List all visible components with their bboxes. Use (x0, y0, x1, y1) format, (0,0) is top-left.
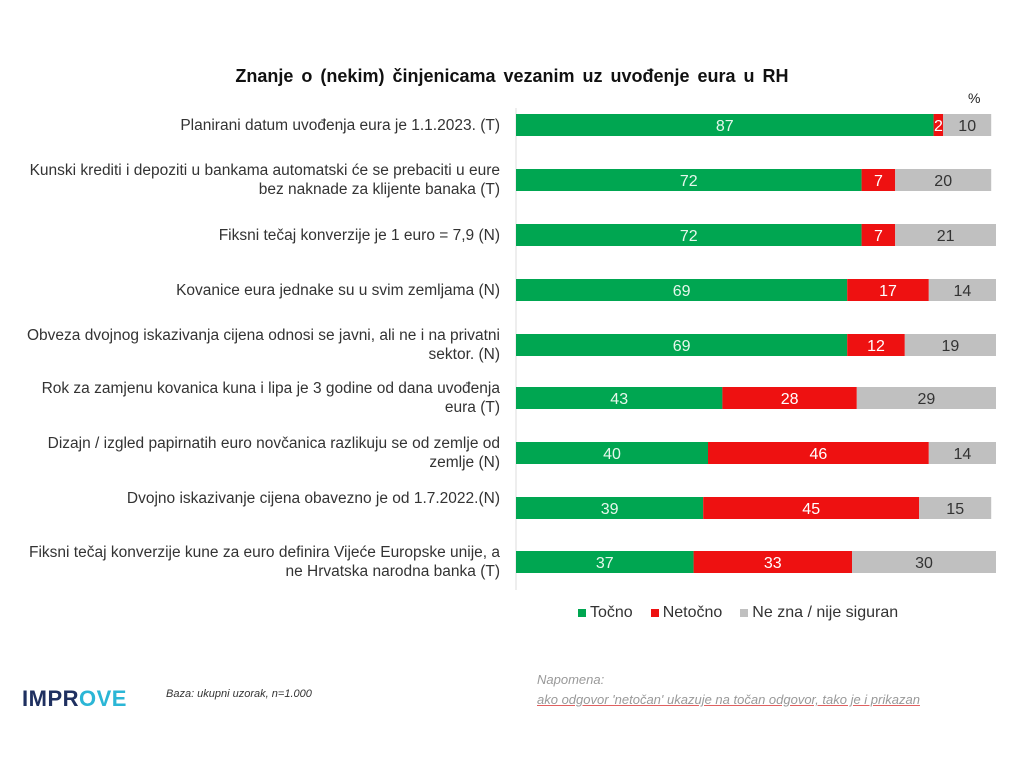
bar-segment (708, 442, 929, 464)
bar-segment (722, 387, 857, 409)
chart-title: Znanje o (nekim) činjenicama vezanim uz … (235, 66, 789, 86)
category-label: Obveza dvojnog iskazivanja cijena odnosi… (26, 327, 500, 363)
data-label: 14 (954, 283, 972, 300)
bar-segment (703, 497, 920, 519)
bar-segment (693, 551, 852, 573)
bar-segment (904, 334, 996, 356)
category-label: Fiksni tečaj konverzije je 1 euro = 7,9 … (218, 226, 500, 244)
data-label: 69 (673, 338, 691, 355)
bar-segment (516, 497, 704, 519)
legend-swatch (740, 609, 749, 617)
data-label: 33 (764, 555, 782, 572)
bar-segment (516, 551, 694, 573)
legend-label: Točno (590, 604, 633, 621)
data-label: 43 (610, 391, 628, 408)
legend-item: Točno (578, 604, 633, 622)
legend: Točno Netočno Ne zna / nije siguran (578, 604, 898, 622)
legend-item: Netočno (650, 604, 723, 622)
data-label: 72 (680, 228, 698, 245)
data-label: 69 (673, 283, 691, 300)
data-label: 17 (879, 283, 897, 300)
data-label: 72 (680, 173, 698, 190)
bar-segment (847, 334, 905, 356)
bar-segment (861, 169, 896, 191)
bar-segment (895, 224, 996, 246)
bar-segment (943, 114, 992, 136)
unit-label: % (968, 90, 981, 106)
bar-segment (861, 224, 896, 246)
bar-segment (928, 442, 996, 464)
data-label: 7 (874, 228, 883, 245)
data-label: 40 (603, 446, 621, 463)
bar-segment (919, 497, 992, 519)
data-label: 30 (915, 555, 933, 572)
bar-segment (928, 279, 996, 301)
bar-segment (933, 114, 944, 136)
data-label: 21 (937, 228, 955, 245)
bar-segment (856, 387, 996, 409)
legend-label: Ne zna / nije siguran (752, 604, 899, 621)
improve-logo: IMPROVE (22, 686, 127, 711)
category-label: Kovanice eura jednake su u svim zemljama… (176, 281, 500, 299)
bar-segment (516, 387, 723, 409)
data-label: 37 (596, 555, 614, 572)
category-label: Kunski krediti i depoziti u bankama auto… (29, 162, 500, 198)
data-label: 20 (934, 173, 952, 190)
data-label: 87 (716, 118, 734, 135)
data-label: 28 (781, 391, 799, 408)
footnote: Napomena: ako odgovor 'netočan' ukazuje … (537, 670, 920, 710)
bar-segment (516, 114, 934, 136)
data-label: 39 (601, 501, 619, 518)
category-label: Dizajn / izgled papirnatih euro novčanic… (47, 435, 500, 471)
data-label: 19 (942, 338, 960, 355)
note-title: Napomena: (537, 672, 605, 687)
data-label: 2 (934, 118, 943, 135)
bar-segment (516, 279, 848, 301)
data-label: 15 (946, 501, 964, 518)
bar-segment (516, 224, 862, 246)
data-label: 7 (874, 173, 883, 190)
base-note: Baza: ukupni uzorak, n=1.000 (166, 688, 312, 700)
note-text: ako odgovor 'netočan' ukazuje na točan o… (537, 692, 920, 707)
legend-swatch (650, 609, 659, 617)
category-label: Rok za zamjenu kovanica kuna i lipa je 3… (41, 380, 500, 416)
data-label: 10 (958, 118, 976, 135)
data-label: 29 (918, 391, 936, 408)
data-label: 46 (810, 446, 828, 463)
category-label: Dvojno iskazivanje cijena obavezno je od… (126, 490, 500, 507)
category-label: Fiksni tečaj konverzije kune za euro def… (29, 544, 500, 580)
data-label: 12 (867, 338, 885, 355)
category-label: Planirani datum uvođenja eura je 1.1.202… (180, 116, 500, 134)
legend-label: Netočno (662, 604, 723, 621)
bar-segment (847, 279, 929, 301)
bar-segment (516, 169, 862, 191)
bar-segment (516, 334, 848, 356)
bar-segment (895, 169, 992, 191)
data-label: 45 (802, 501, 820, 518)
legend-item: Ne zna / nije siguran (740, 604, 898, 622)
legend-swatch (578, 609, 586, 617)
bar-segment (852, 551, 996, 573)
bar-segment (516, 442, 708, 464)
data-label: 14 (954, 446, 972, 463)
